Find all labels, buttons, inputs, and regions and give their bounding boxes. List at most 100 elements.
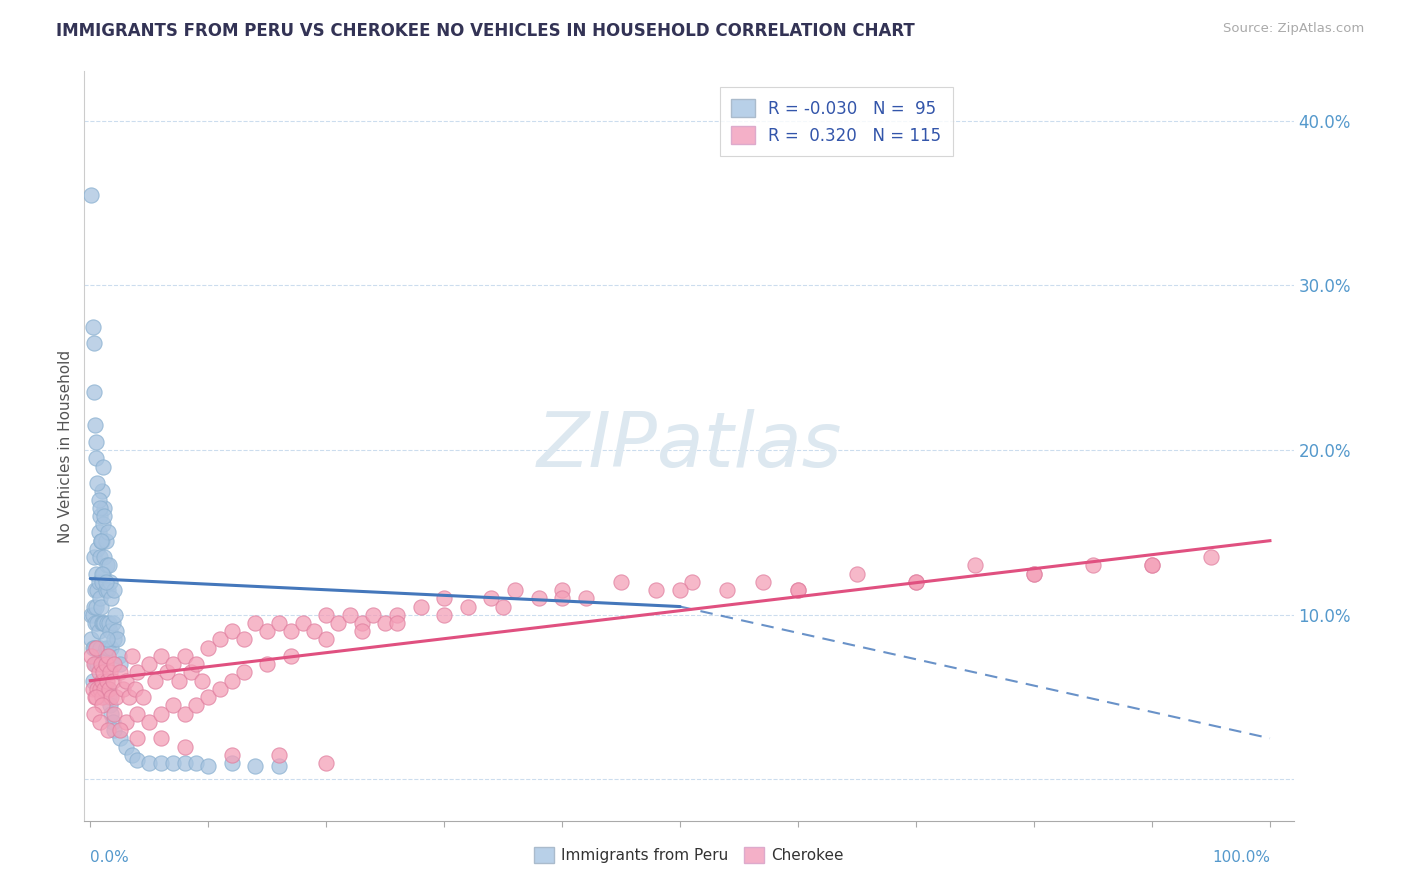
Point <box>87 525 110 540</box>
Point <box>93 508 115 523</box>
Point <box>143 673 166 688</box>
Point <box>87 665 110 680</box>
Point <box>98 624 121 639</box>
Point <box>101 615 124 630</box>
Point <box>83 640 105 655</box>
Point <box>80 607 103 622</box>
Point <box>93 681 115 696</box>
Point <box>100 640 122 655</box>
Point <box>97 723 120 737</box>
Point <box>492 599 515 614</box>
Point <box>96 558 118 573</box>
Point <box>173 739 195 754</box>
Point <box>93 500 115 515</box>
Text: 100.0%: 100.0% <box>1212 850 1270 865</box>
Point <box>91 517 114 532</box>
Point <box>551 591 574 606</box>
Point <box>82 673 104 688</box>
Point <box>610 574 633 589</box>
Point <box>98 574 121 589</box>
Point <box>83 385 105 400</box>
Point <box>84 690 107 705</box>
Point <box>82 319 104 334</box>
Point <box>326 615 349 630</box>
Point <box>80 648 103 663</box>
Point <box>83 599 105 614</box>
Point <box>105 632 128 647</box>
Point <box>86 476 108 491</box>
Point <box>256 624 278 639</box>
Point <box>91 566 114 581</box>
Text: 0.0%: 0.0% <box>90 850 129 865</box>
Point <box>197 690 219 705</box>
Point <box>315 607 337 622</box>
Point <box>315 756 337 770</box>
Point <box>527 591 550 606</box>
Point <box>90 533 112 548</box>
Point <box>89 640 111 655</box>
Point <box>118 690 141 705</box>
Point <box>91 648 114 663</box>
Point <box>121 648 143 663</box>
Point <box>84 640 107 655</box>
Point <box>80 632 103 647</box>
Point <box>150 731 173 746</box>
Point <box>551 583 574 598</box>
Point <box>127 753 149 767</box>
Point <box>208 632 231 647</box>
Point <box>1140 558 1163 573</box>
Point <box>105 624 128 639</box>
Point <box>91 533 114 548</box>
Point <box>84 690 107 705</box>
Point <box>107 648 129 663</box>
Point <box>87 624 110 639</box>
Point <box>91 484 114 499</box>
Point <box>905 574 928 589</box>
Point <box>84 640 107 655</box>
Point <box>86 615 108 630</box>
Point <box>91 566 114 581</box>
Point <box>186 756 208 770</box>
Point <box>167 673 190 688</box>
Point <box>86 681 108 696</box>
Point <box>121 747 143 762</box>
Point <box>94 640 117 655</box>
Point <box>108 665 131 680</box>
Point <box>91 698 114 713</box>
Point <box>138 756 160 770</box>
Point <box>97 640 120 655</box>
Point <box>86 657 108 672</box>
Point <box>156 665 179 680</box>
Point <box>208 681 231 696</box>
Point <box>751 574 773 589</box>
Y-axis label: No Vehicles in Household: No Vehicles in Household <box>58 350 73 542</box>
Point <box>479 591 502 606</box>
Text: Source: ZipAtlas.com: Source: ZipAtlas.com <box>1223 22 1364 36</box>
Point <box>90 657 112 672</box>
Point <box>669 583 692 598</box>
Point <box>681 574 703 589</box>
Point <box>173 756 195 770</box>
Point <box>103 723 125 737</box>
Point <box>138 657 160 672</box>
Point <box>90 599 112 614</box>
Point <box>112 681 135 696</box>
Point <box>84 599 107 614</box>
Point <box>245 615 267 630</box>
Point <box>101 714 124 729</box>
Point <box>87 492 110 507</box>
Point <box>103 657 125 672</box>
Point <box>221 756 243 770</box>
Point <box>98 615 121 630</box>
Point <box>350 624 373 639</box>
Point <box>138 714 160 729</box>
Point <box>94 574 117 589</box>
Point <box>101 673 124 688</box>
Point <box>186 657 208 672</box>
Point <box>385 607 408 622</box>
Point <box>91 615 114 630</box>
Point <box>94 657 117 672</box>
Point <box>787 583 810 598</box>
Point <box>787 583 810 598</box>
Point <box>124 681 146 696</box>
